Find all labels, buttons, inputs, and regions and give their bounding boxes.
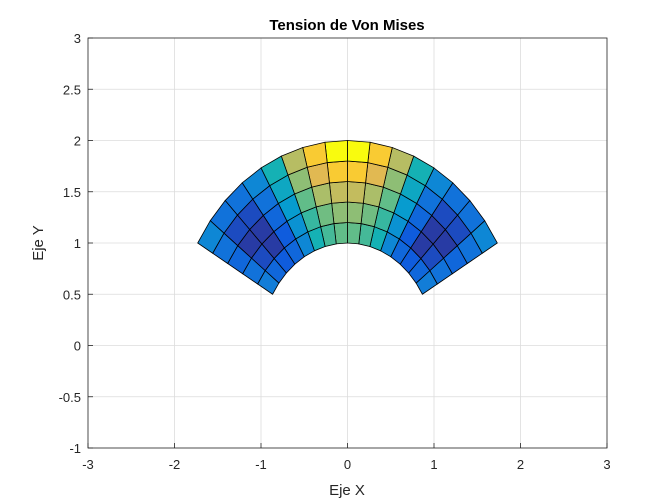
y-tick-label: 2 (74, 134, 81, 149)
y-tick-label: 0.5 (63, 287, 81, 302)
x-tick-label: 0 (344, 457, 351, 472)
x-axis-label: Eje X (329, 482, 365, 499)
x-tick-label: 2 (517, 457, 524, 472)
mesh-cell (347, 201, 364, 224)
x-tick-label: -1 (255, 457, 267, 472)
mesh-cell (347, 140, 371, 164)
mesh-cell (347, 181, 367, 204)
x-tick-label: -2 (169, 457, 181, 472)
y-tick-label: -0.5 (59, 390, 81, 405)
y-axis-label: Eje Y (30, 225, 47, 261)
y-tick-label: 3 (74, 31, 81, 46)
y-ticks: -1 -0.5 0 0.5 1 1.5 2 2.5 3 (59, 31, 93, 456)
mesh-cell (347, 160, 369, 184)
x-tick-label: 1 (430, 457, 437, 472)
x-tick-label: 3 (603, 457, 610, 472)
y-tick-label: -1 (69, 441, 81, 456)
mesh-cell (326, 160, 348, 184)
x-ticks: -3 -2 -1 0 1 2 3 (82, 443, 611, 472)
mesh-cell (347, 222, 362, 245)
y-tick-label: 0 (74, 339, 81, 354)
x-tick-label: -3 (82, 457, 94, 472)
y-tick-label: 1.5 (63, 185, 81, 200)
y-tick-label: 2.5 (63, 82, 81, 97)
mesh-cell (324, 140, 348, 164)
chart-title: Tension de Von Mises (269, 17, 424, 34)
mesh-cell (328, 181, 348, 204)
mesh-cells (197, 140, 498, 295)
mesh-cell (331, 201, 348, 224)
y-tick-label: 1 (74, 236, 81, 251)
mesh-cell (197, 220, 225, 254)
